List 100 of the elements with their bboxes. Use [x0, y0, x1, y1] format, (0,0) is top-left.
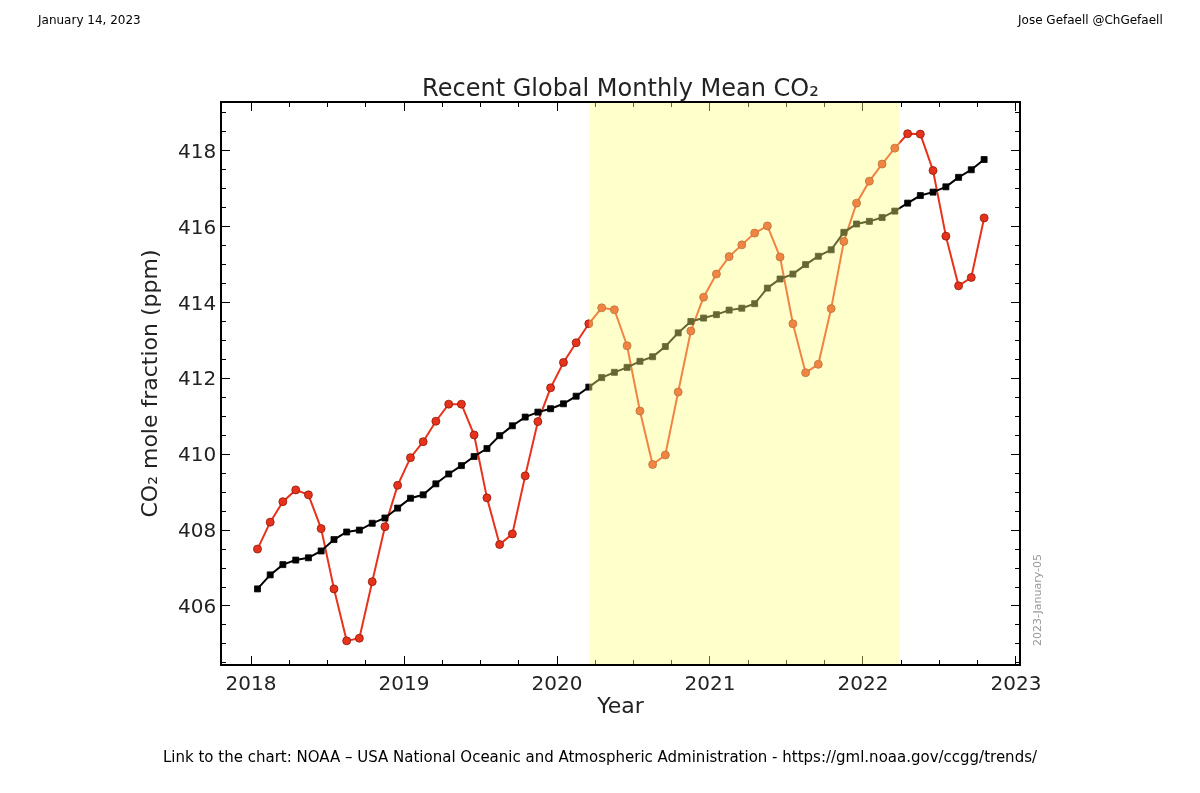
point: [368, 519, 376, 527]
x-tick-label: 2021: [684, 670, 736, 695]
point: [571, 338, 581, 348]
chart-title: Recent Global Monthly Mean CO₂: [422, 74, 819, 103]
point: [431, 416, 441, 426]
point: [661, 343, 669, 350]
point: [955, 173, 962, 181]
point: [827, 246, 835, 254]
point: [393, 480, 403, 490]
point: [380, 522, 390, 532]
point: [826, 304, 836, 313]
point: [598, 374, 606, 382]
point: [469, 430, 479, 440]
point: [750, 228, 760, 238]
point: [508, 422, 516, 430]
point: [699, 292, 708, 302]
point: [381, 514, 389, 522]
point: [584, 319, 594, 329]
point: [686, 326, 696, 336]
point: [915, 129, 925, 139]
point: [521, 413, 529, 421]
x-tick-label: 2019: [378, 670, 430, 695]
point: [458, 462, 465, 470]
point: [751, 300, 759, 308]
point: [483, 445, 491, 452]
point: [330, 536, 338, 543]
point: [738, 304, 746, 312]
point: [636, 357, 644, 365]
y-tick-label: 414: [178, 290, 217, 315]
point: [928, 166, 938, 175]
point: [801, 368, 810, 378]
point: [979, 213, 989, 223]
point: [329, 584, 339, 594]
x-tick-label: 2022: [837, 670, 889, 695]
point: [547, 405, 554, 413]
point: [343, 528, 351, 536]
x-tick-label: 2023: [990, 670, 1042, 695]
point: [254, 585, 261, 593]
point: [966, 273, 976, 282]
point: [316, 524, 326, 533]
text: Link to the chart: NOAA – USA National Oceanic and Atmospheric Administration - https://gml.noaa.gov/ccgg/trends/: [163, 748, 1038, 766]
point: [597, 303, 607, 313]
point: [802, 261, 809, 268]
point: [560, 400, 567, 408]
point: [700, 314, 707, 322]
point: [419, 491, 427, 499]
point: [649, 353, 657, 361]
point: [713, 311, 720, 319]
point: [725, 306, 733, 314]
point: [789, 270, 797, 278]
point: [355, 526, 363, 534]
point: [546, 383, 555, 393]
point: [354, 633, 364, 643]
point: [572, 392, 580, 400]
point: [762, 221, 772, 231]
point: [432, 480, 440, 488]
point: [865, 217, 873, 225]
point: [265, 517, 275, 527]
y-tick-label: 412: [178, 366, 217, 391]
point: [253, 544, 262, 554]
point: [967, 166, 975, 174]
point: [776, 275, 784, 283]
point: [496, 432, 504, 440]
text: 2023-January-05: [1031, 553, 1044, 646]
point: [878, 214, 886, 221]
point: [942, 183, 950, 191]
point: [635, 406, 645, 416]
point: [687, 318, 695, 325]
point: [622, 341, 632, 351]
y-tick-label: 406: [178, 593, 217, 618]
point: [852, 198, 861, 208]
point: [559, 358, 568, 367]
point: [482, 493, 492, 503]
point: [418, 437, 428, 447]
point: [533, 417, 543, 427]
point: [814, 252, 822, 260]
point: [877, 159, 887, 169]
point: [406, 453, 415, 463]
point: [674, 329, 682, 337]
point: [623, 363, 631, 371]
point: [266, 571, 274, 579]
point: [737, 240, 747, 250]
point: [890, 143, 900, 153]
point: [839, 237, 849, 246]
y-tick-label: 408: [178, 518, 217, 543]
point: [813, 359, 823, 369]
y-tick-label: 410: [178, 442, 217, 467]
point: [367, 577, 377, 587]
point: [673, 387, 683, 397]
point: [724, 252, 734, 262]
point: [712, 269, 721, 279]
x-tick-label: 2020: [531, 670, 583, 695]
point: [775, 252, 785, 262]
point: [916, 192, 924, 199]
y-tick-label: 416: [178, 214, 217, 239]
point: [305, 554, 312, 562]
point: [495, 540, 505, 549]
point: [891, 207, 899, 215]
point: [292, 556, 300, 564]
point: [903, 129, 913, 139]
